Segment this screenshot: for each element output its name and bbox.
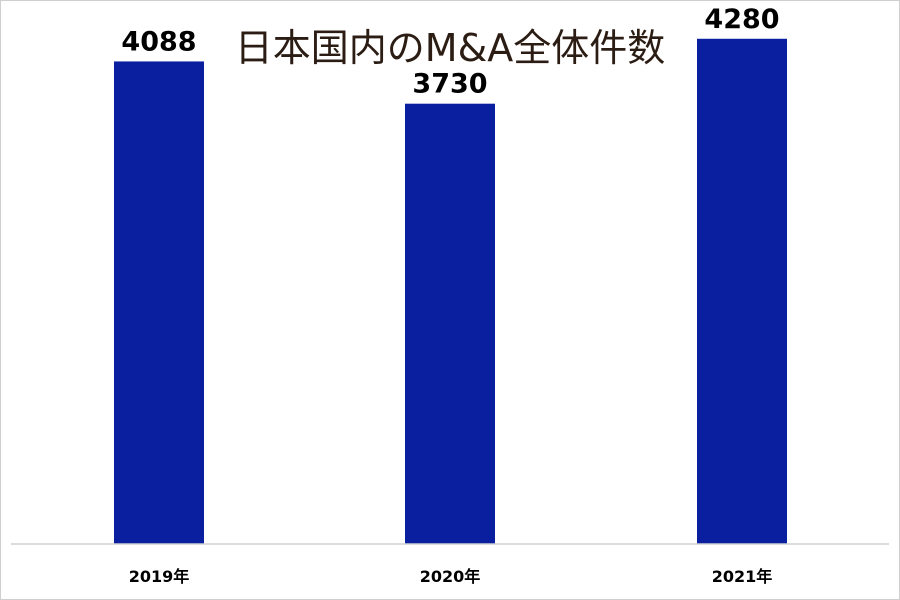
x-tick-label-2019年: 2019年 (129, 567, 190, 586)
data-label-2020年: 3730 (412, 69, 487, 100)
data-label-2021年: 4280 (704, 4, 779, 35)
bar-2020年 (405, 103, 495, 545)
x-tick-label-2021年: 2021年 (712, 567, 773, 586)
x-tick-label-2020年: 2020年 (420, 567, 481, 586)
bar-2021年 (697, 38, 787, 544)
bar-2019年 (114, 61, 204, 544)
chart-title: 日本国内のM&A全体件数 (235, 26, 665, 70)
bars-layer: 4088 2019年 3730 2020年 4280 2021年 (114, 4, 787, 586)
data-label-2019年: 4088 (121, 26, 196, 57)
